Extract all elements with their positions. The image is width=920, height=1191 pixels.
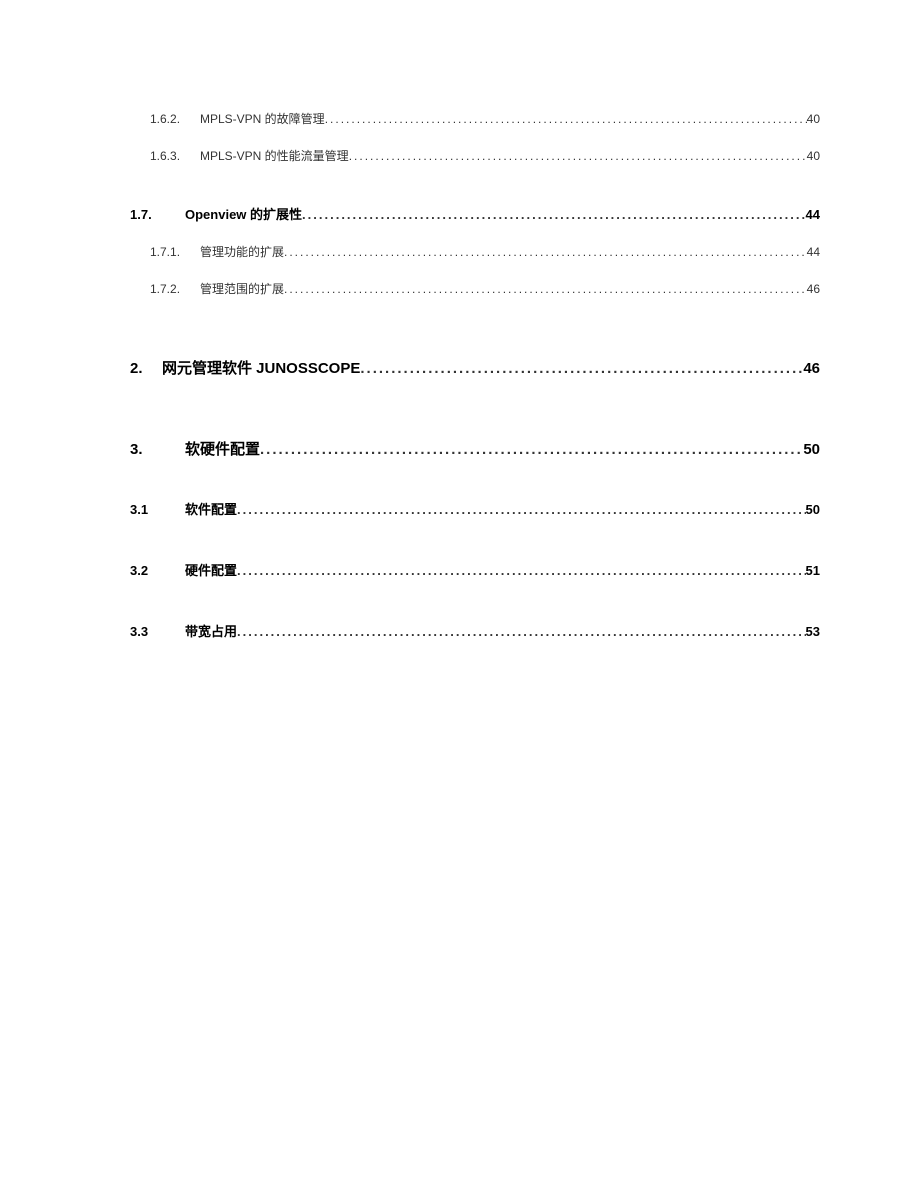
- toc-entry: 1.7.2.管理范围的扩展 ..........................…: [130, 280, 820, 297]
- toc-entry-title: Openview 的扩展性: [185, 204, 302, 223]
- toc-entry-page: 44: [807, 245, 820, 259]
- toc-entry-number: 3.2: [130, 563, 185, 578]
- toc-entry-title: MPLS-VPN 的故障管理: [200, 110, 325, 127]
- toc-entry-leader-dots: ........................................…: [237, 624, 806, 639]
- toc-entry-leader-dots: ........................................…: [349, 149, 807, 163]
- toc-entry-number: 3.: [130, 441, 185, 458]
- toc-entry-number: 1.7.1.: [150, 245, 200, 259]
- toc-entry-page: 44: [806, 207, 820, 222]
- toc-entry-title: 带宽占用: [185, 621, 237, 640]
- toc-entry-title: 软硬件配置: [185, 438, 260, 459]
- toc-spacer: [130, 540, 820, 560]
- toc-entry-number: 1.7.2.: [150, 282, 200, 296]
- toc-entry: 2.网元管理软件 JUNOSSCOPE ....................…: [130, 357, 820, 378]
- toc-entry-number: 3.1: [130, 502, 185, 517]
- table-of-contents: 1.6.2.MPLS-VPN 的故障管理 ...................…: [130, 110, 820, 640]
- toc-entry: 3.1软件配置 ................................…: [130, 499, 820, 518]
- toc-entry-page: 51: [806, 563, 820, 578]
- toc-entry-title: 管理范围的扩展: [200, 280, 284, 297]
- toc-entry-leader-dots: ........................................…: [302, 207, 806, 222]
- toc-entry-title: 管理功能的扩展: [200, 243, 284, 260]
- toc-entry-leader-dots: ........................................…: [284, 282, 807, 296]
- toc-entry: 3.3带宽占用 ................................…: [130, 621, 820, 640]
- toc-entry-page: 50: [803, 441, 820, 458]
- toc-entry-number: 1.6.3.: [150, 149, 200, 163]
- toc-entry-number: 2.: [130, 360, 162, 377]
- toc-entry-title: 网元管理软件 JUNOSSCOPE: [162, 357, 360, 378]
- toc-spacer: [130, 317, 820, 357]
- toc-entry: 1.6.2.MPLS-VPN 的故障管理 ...................…: [130, 110, 820, 127]
- toc-entry-page: 53: [806, 624, 820, 639]
- toc-entry-leader-dots: ........................................…: [284, 245, 807, 259]
- toc-entry-number: 1.7.: [130, 207, 185, 222]
- toc-spacer: [130, 601, 820, 621]
- toc-entry-leader-dots: ........................................…: [237, 502, 806, 517]
- toc-spacer: [130, 184, 820, 204]
- toc-entry-number: 3.3: [130, 624, 185, 639]
- toc-entry: 1.7.1.管理功能的扩展 ..........................…: [130, 243, 820, 260]
- toc-entry-page: 50: [806, 502, 820, 517]
- toc-entry-page: 40: [807, 112, 820, 126]
- toc-entry-title: MPLS-VPN 的性能流量管理: [200, 147, 349, 164]
- toc-entry-leader-dots: ........................................…: [360, 360, 803, 377]
- toc-entry-title: 软件配置: [185, 499, 237, 518]
- toc-entry-leader-dots: ........................................…: [237, 563, 806, 578]
- toc-spacer: [130, 479, 820, 499]
- toc-entry-leader-dots: ........................................…: [260, 441, 803, 458]
- toc-entry-title: 硬件配置: [185, 560, 237, 579]
- toc-entry-number: 1.6.2.: [150, 112, 200, 126]
- toc-entry-page: 46: [803, 360, 820, 377]
- toc-entry-leader-dots: ........................................…: [325, 112, 807, 126]
- toc-entry: 3.软硬件配置 ................................…: [130, 438, 820, 459]
- toc-entry-page: 40: [807, 149, 820, 163]
- toc-entry: 3.2硬件配置 ................................…: [130, 560, 820, 579]
- toc-spacer: [130, 398, 820, 438]
- toc-entry-page: 46: [807, 282, 820, 296]
- toc-entry: 1.7.Openview 的扩展性 ......................…: [130, 204, 820, 223]
- toc-entry: 1.6.3.MPLS-VPN 的性能流量管理 .................…: [130, 147, 820, 164]
